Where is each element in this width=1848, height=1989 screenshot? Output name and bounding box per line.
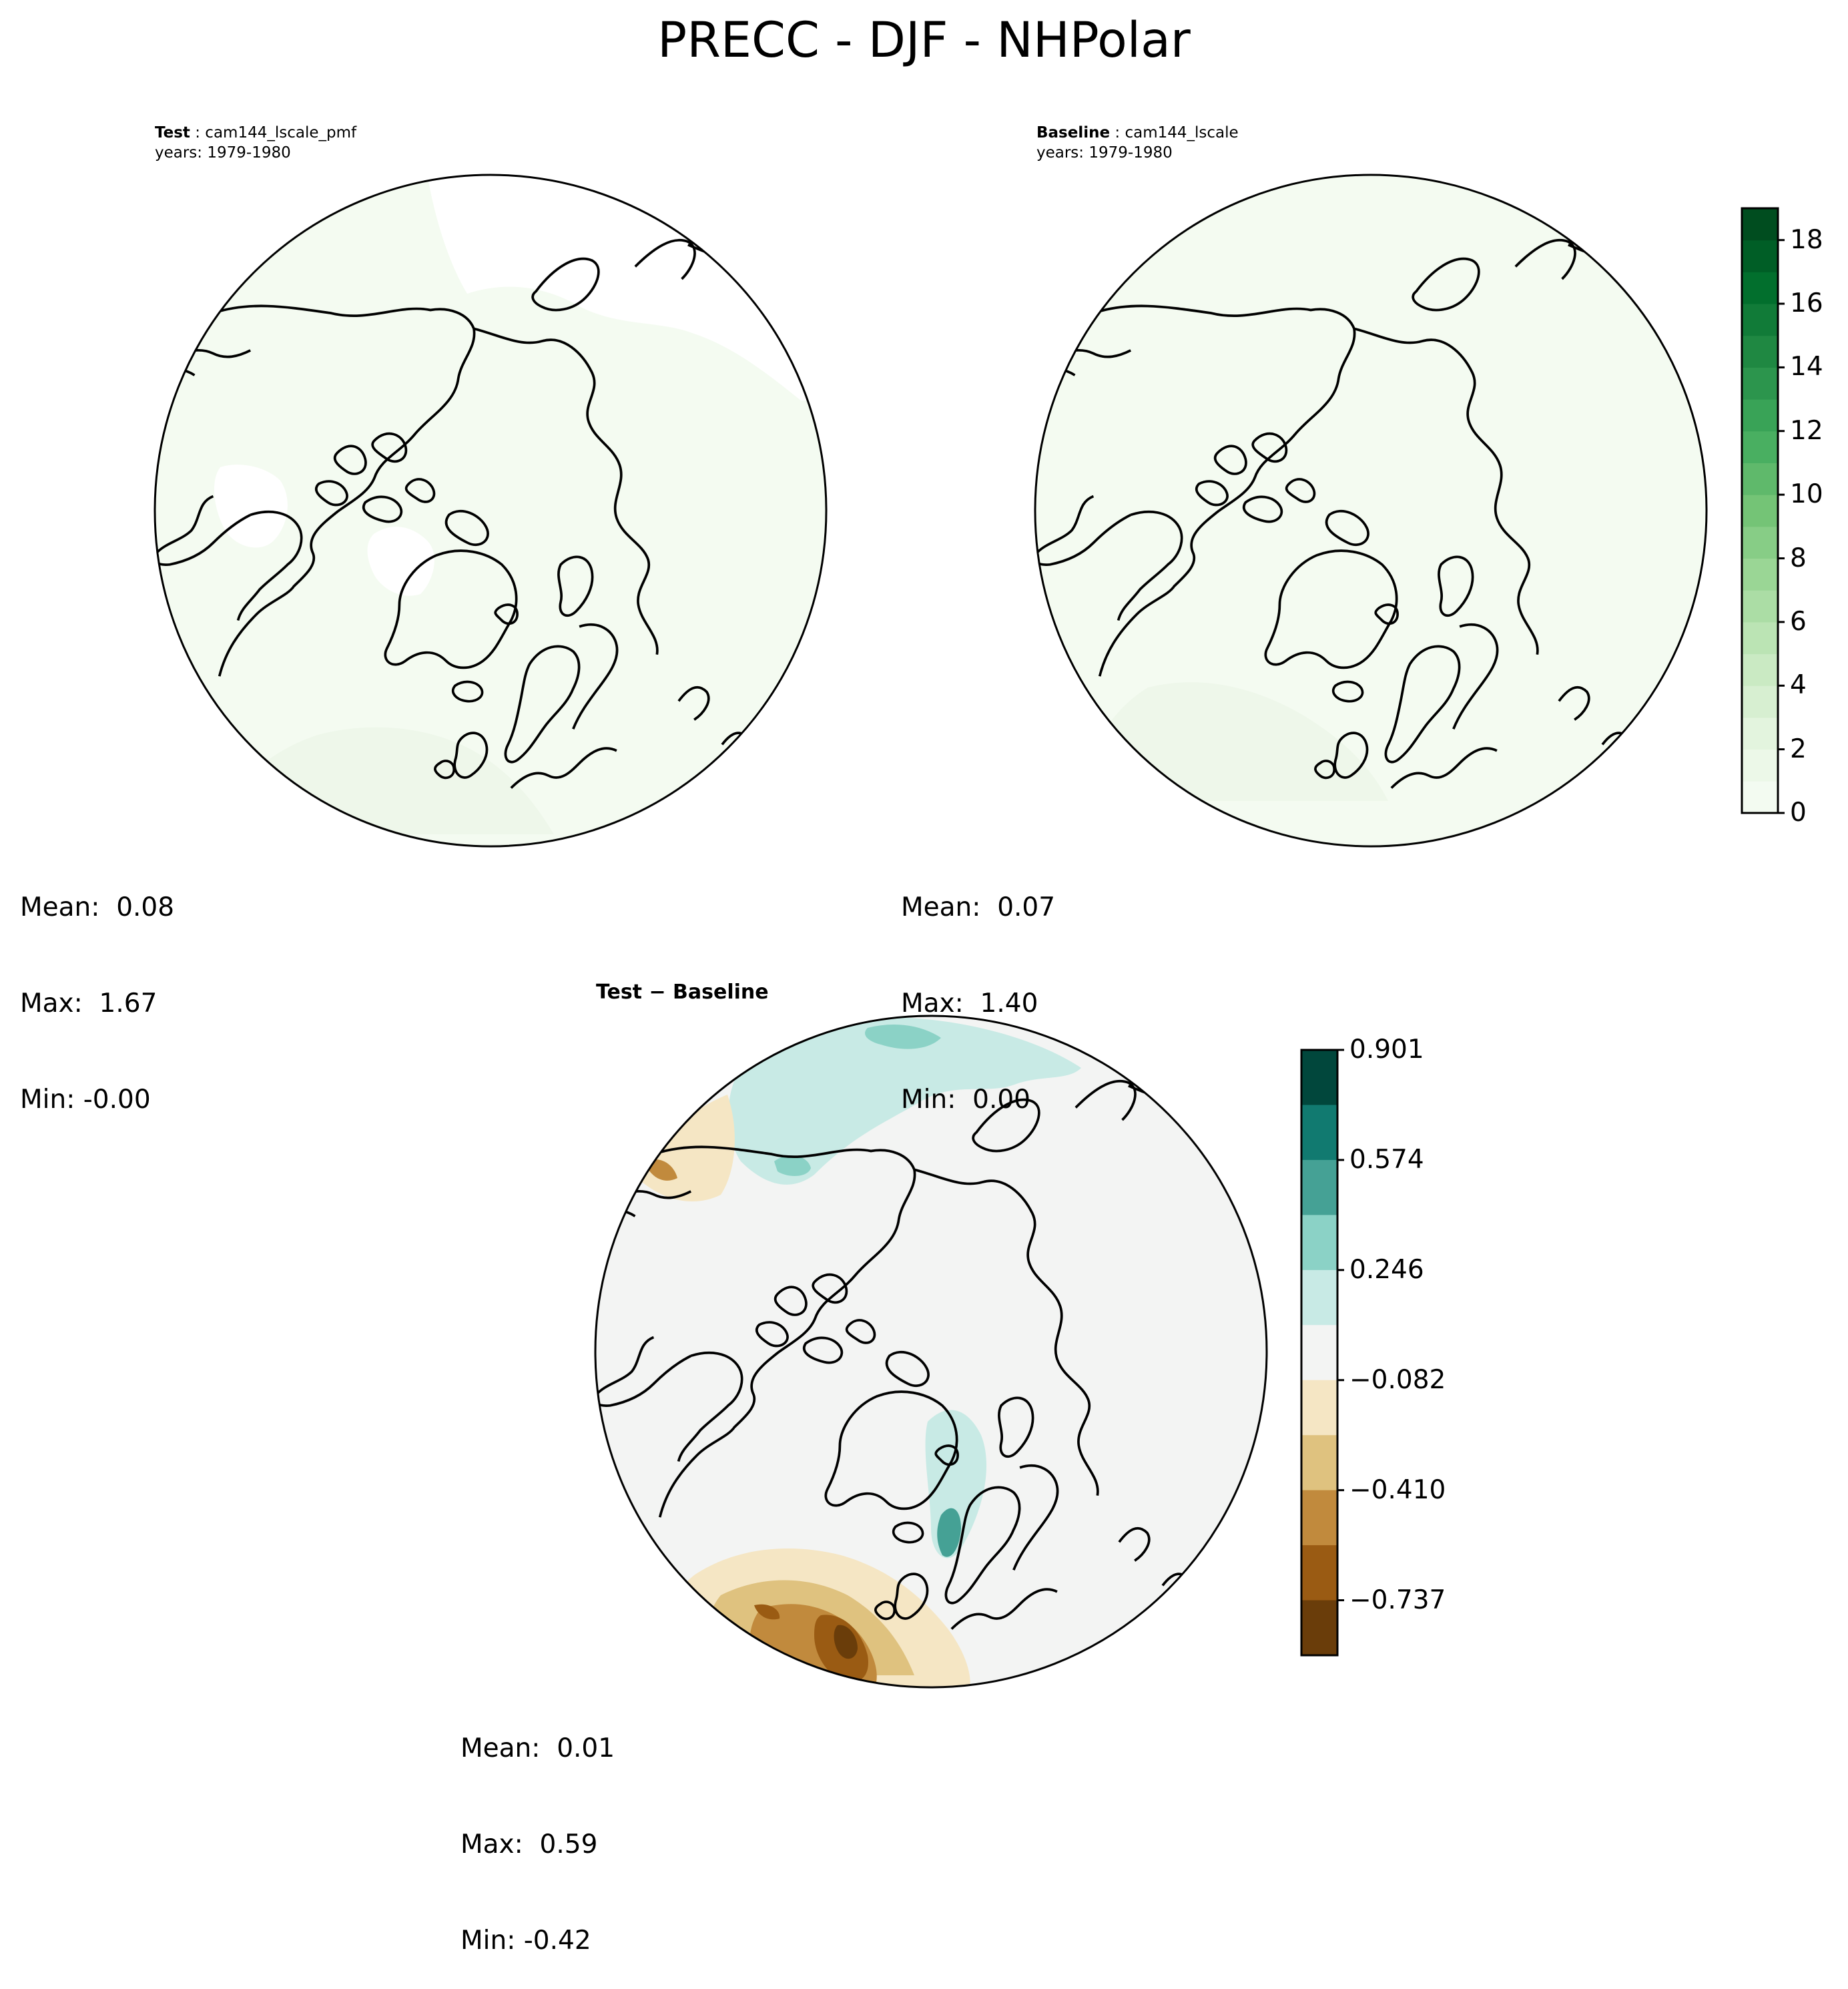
colorbar-diff-band — [1301, 1050, 1337, 1105]
baseline-stat-min: Min: 0.00 — [901, 1085, 1030, 1115]
colorbar-diff-band — [1301, 1545, 1337, 1601]
colorbar-main-band — [1742, 590, 1778, 623]
colorbar-main-band — [1742, 367, 1778, 400]
colorbar-diff-tick-label: −0.410 — [1349, 1474, 1446, 1505]
colorbar-main-band — [1742, 431, 1778, 463]
colorbar-main-band — [1742, 781, 1778, 814]
test-stat-mean: Mean: 0.08 — [20, 892, 175, 922]
colorbar-main-band — [1742, 749, 1778, 782]
colorbar-main-frame — [1741, 207, 1779, 814]
colorbar-diff-frame — [1300, 1049, 1339, 1657]
baseline-stat-mean: Mean: 0.07 — [901, 892, 1056, 922]
test-stats: Mean: 0.08 Max: 1.67 Min: -0.00 — [20, 828, 174, 1148]
baseline-title-bold: Baseline — [1036, 124, 1111, 141]
colorbar-diff-band — [1301, 1105, 1337, 1161]
colorbar-diff-tick-label: −0.737 — [1349, 1585, 1446, 1615]
colorbar-diff-band — [1301, 1159, 1337, 1215]
colorbar-diff-band — [1301, 1380, 1337, 1436]
colorbar-main-band — [1742, 463, 1778, 495]
colorbar-diff-band — [1301, 1600, 1337, 1656]
colorbar-diff — [1300, 1049, 1344, 1657]
colorbar-main-band — [1742, 526, 1778, 559]
colorbar-diff-band — [1301, 1325, 1337, 1381]
diff-stat-min: Min: -0.42 — [460, 1926, 591, 1956]
figure-title: PRECC - DJF - NHPolar — [657, 12, 1191, 69]
test-title-bold: Test — [155, 124, 190, 141]
colorbar-main-tick-label: 4 — [1790, 670, 1807, 701]
colorbar-main-band — [1742, 272, 1778, 304]
colorbar-main-tick-label: 16 — [1790, 288, 1823, 319]
colorbar-main-band — [1742, 304, 1778, 336]
baseline-stats: Mean: 0.07 Max: 1.40 Min: 0.00 — [901, 828, 1055, 1148]
baseline-panel-title: Baseline : cam144_lscale — [1036, 123, 1239, 143]
baseline-stat-max: Max: 1.40 — [901, 988, 1038, 1019]
test-title-case: : cam144_lscale_pmf — [190, 124, 357, 141]
test-panel-title: Test : cam144_lscale_pmf — [155, 123, 356, 143]
colorbar-main-band — [1742, 240, 1778, 272]
test-map — [153, 174, 828, 848]
diff-stat-mean: Mean: 0.01 — [460, 1733, 615, 1763]
colorbar-diff-band — [1301, 1215, 1337, 1271]
diff-stats: Mean: 0.01 Max: 0.59 Min: -0.42 — [460, 1669, 615, 1989]
colorbar-diff-tick-label: 0.901 — [1349, 1035, 1424, 1065]
colorbar-main-tick-label: 14 — [1790, 352, 1823, 382]
colorbar-diff-tick-label: 0.246 — [1349, 1254, 1424, 1285]
colorbar-main-band — [1742, 495, 1778, 527]
colorbar-diff-band — [1301, 1269, 1337, 1326]
colorbar-main-band — [1742, 208, 1778, 241]
colorbar-main-band — [1742, 685, 1778, 718]
test-panel-years: years: 1979-1980 — [155, 144, 291, 162]
diff-map — [594, 1015, 1268, 1689]
colorbar-diff-band — [1301, 1435, 1337, 1491]
colorbar-diff-tick-label: −0.082 — [1349, 1364, 1446, 1395]
colorbar-main-band — [1742, 621, 1778, 655]
colorbar-main-tick-label: 8 — [1790, 543, 1807, 573]
colorbar-main-tick-label: 2 — [1790, 734, 1807, 764]
baseline-panel-years: years: 1979-1980 — [1036, 144, 1173, 162]
colorbar-main-tick-label: 0 — [1790, 798, 1807, 828]
colorbar-main — [1741, 207, 1785, 814]
colorbar-main-band — [1742, 335, 1778, 368]
baseline-map — [1034, 174, 1708, 848]
colorbar-main-tick-label: 12 — [1790, 415, 1823, 446]
colorbar-diff-band — [1301, 1490, 1337, 1546]
test-stat-max: Max: 1.67 — [20, 988, 158, 1019]
figure-canvas — [153, 174, 1785, 1689]
colorbar-main-band — [1742, 558, 1778, 591]
diff-panel-title: Test − Baseline — [596, 980, 769, 1004]
colorbar-diff-tick-label: 0.574 — [1349, 1144, 1424, 1175]
colorbar-main-tick-label: 18 — [1790, 224, 1823, 255]
colorbar-main-tick-label: 10 — [1790, 479, 1823, 510]
colorbar-main-tick-label: 6 — [1790, 606, 1807, 637]
baseline-title-case: : cam144_lscale — [1110, 124, 1239, 141]
colorbar-main-band — [1742, 399, 1778, 432]
diff-stat-max: Max: 0.59 — [460, 1829, 598, 1860]
colorbar-main-band — [1742, 653, 1778, 686]
test-stat-min: Min: -0.00 — [20, 1085, 151, 1115]
colorbar-main-band — [1742, 717, 1778, 750]
